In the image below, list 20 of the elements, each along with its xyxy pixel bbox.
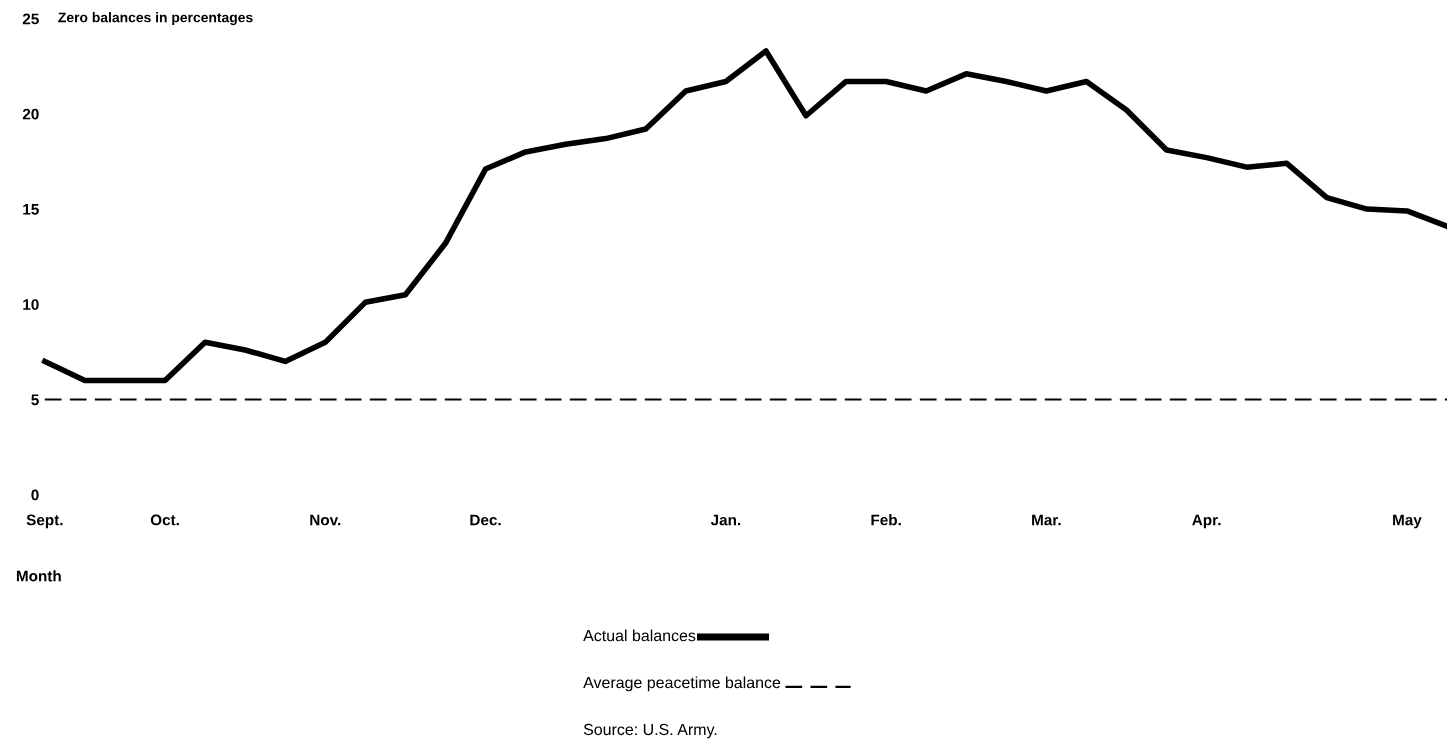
x-tick-label: Sept.	[26, 514, 63, 529]
y-tick-label: 5	[31, 394, 39, 406]
x-axis-title: Month	[16, 570, 61, 582]
x-tick-label: May	[1393, 514, 1422, 529]
x-tick-label: Oct.	[150, 514, 179, 526]
x-tick-label: Mar.	[1032, 514, 1061, 526]
x-tick-label: Nov.	[310, 514, 341, 526]
y-tick-label: 0	[31, 489, 39, 501]
x-tick-label: Feb.	[871, 514, 901, 526]
source-note: Source: U.S. Army.	[583, 723, 717, 739]
y-tick-label: 15	[23, 204, 39, 215]
y-tick-label: 10	[23, 299, 39, 310]
x-tick-label: Dec.	[470, 514, 501, 526]
y-axis-title: Zero balances in percentages	[58, 12, 253, 26]
legend-label: Average peacetime balance	[583, 676, 781, 692]
y-tick-label: 20	[22, 108, 39, 120]
x-tick-label: Jan.	[710, 514, 741, 526]
y-tick-label: 25	[22, 13, 39, 25]
legend-label: Actual balances	[583, 629, 696, 642]
x-tick-label: Apr.	[1192, 514, 1221, 529]
